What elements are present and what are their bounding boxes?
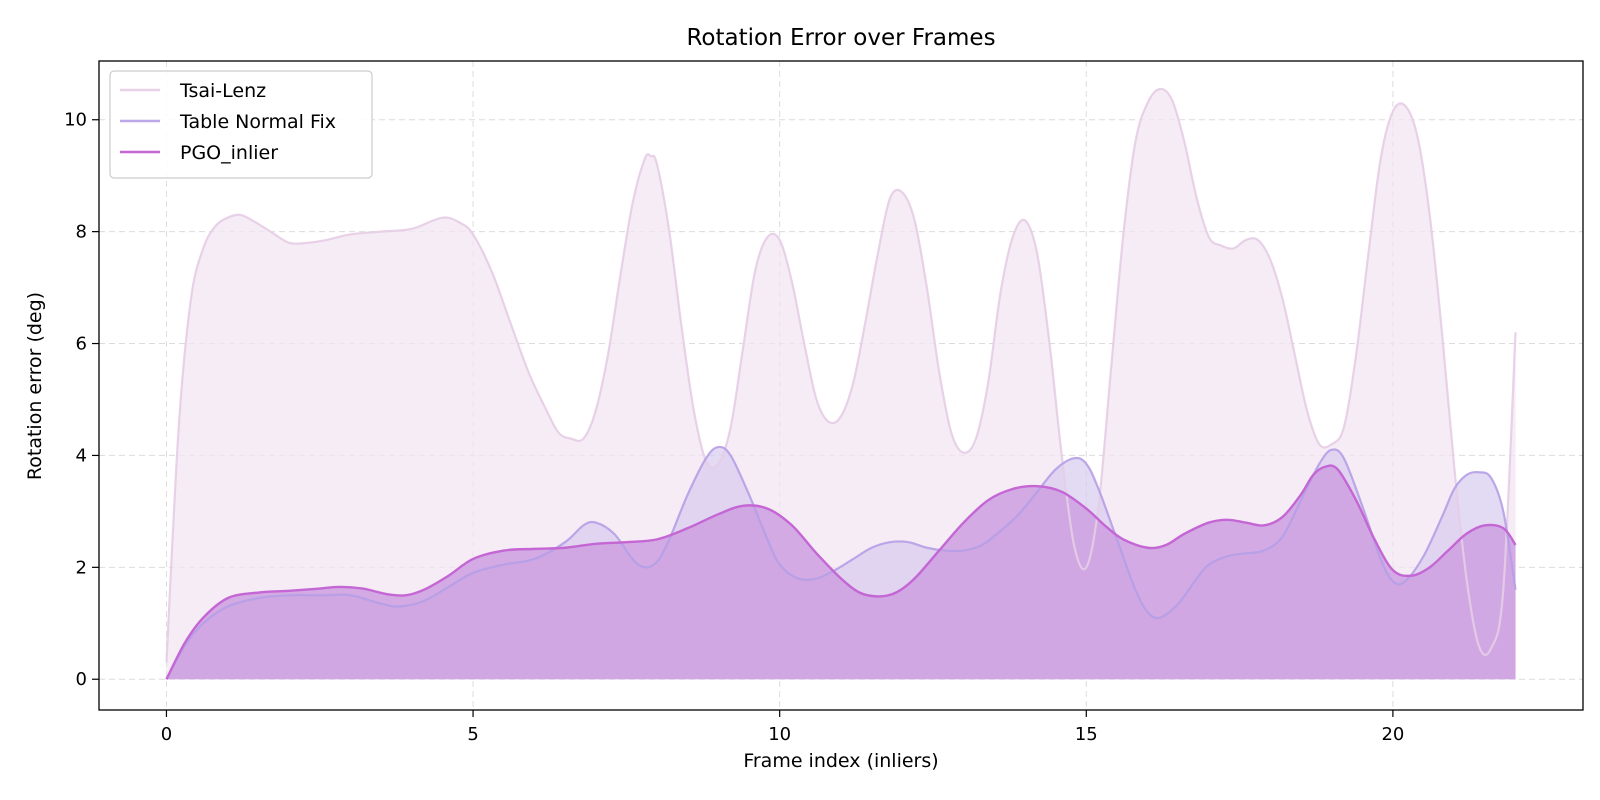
series-line-tsai-lenz [165, 87, 1517, 663]
y-tick-label: 0 [76, 669, 87, 690]
series-lines [165, 87, 1517, 680]
axis-ticks: 0 5 10 15 20 0 2 4 6 8 10 [64, 110, 1404, 745]
y-tick-label: 4 [76, 445, 87, 466]
y-tick-label: 8 [76, 222, 87, 243]
legend-label-tsai-lenz: Tsai-Lenz [179, 80, 266, 102]
series-line-pgo-inlier [165, 464, 1517, 680]
y-axis-title: Rotation error (deg) [24, 292, 46, 480]
x-tick-label: 20 [1381, 724, 1404, 745]
x-axis-title: Frame index (inliers) [743, 750, 938, 772]
chart-title: Rotation Error over Frames [686, 25, 995, 51]
y-tick-label: 10 [64, 110, 87, 131]
series-area-pgo-inlier [166, 465, 1516, 680]
legend-label-pgo-inlier: PGO_inlier [180, 142, 278, 164]
series-areas [166, 88, 1516, 680]
legend: Tsai-Lenz Table Normal Fix PGO_inlier [109, 70, 373, 179]
series-area-tsai-lenz [166, 88, 1516, 680]
legend-box [109, 70, 373, 179]
y-tick-label: 2 [76, 557, 87, 578]
x-tick-label: 10 [768, 724, 791, 745]
plot-frame [98, 60, 1584, 711]
x-tick-label: 0 [161, 724, 172, 745]
legend-label-table-normal-fix: Table Normal Fix [179, 111, 336, 133]
x-tick-label: 15 [1075, 724, 1098, 745]
series-line-table-normal-fix [165, 445, 1517, 680]
y-tick-label: 6 [76, 334, 87, 355]
x-tick-label: 5 [467, 724, 478, 745]
